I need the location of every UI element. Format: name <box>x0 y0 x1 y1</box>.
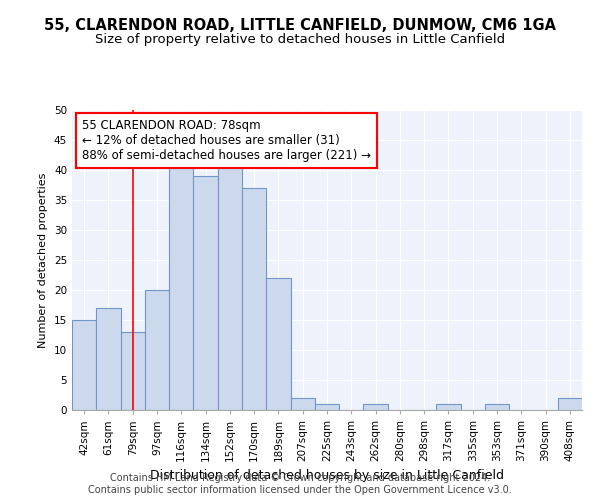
Bar <box>218 158 242 410</box>
Y-axis label: Number of detached properties: Number of detached properties <box>38 172 49 348</box>
Text: 55, CLARENDON ROAD, LITTLE CANFIELD, DUNMOW, CM6 1GA: 55, CLARENDON ROAD, LITTLE CANFIELD, DUN… <box>44 18 556 32</box>
Bar <box>266 278 290 410</box>
Bar <box>145 290 169 410</box>
Bar <box>485 404 509 410</box>
Bar <box>436 404 461 410</box>
Text: 55 CLARENDON ROAD: 78sqm
← 12% of detached houses are smaller (31)
88% of semi-d: 55 CLARENDON ROAD: 78sqm ← 12% of detach… <box>82 119 371 162</box>
Bar <box>193 176 218 410</box>
Bar <box>96 308 121 410</box>
Bar <box>315 404 339 410</box>
Bar <box>364 404 388 410</box>
Bar <box>558 398 582 410</box>
Bar <box>72 320 96 410</box>
Bar <box>121 332 145 410</box>
Bar <box>290 398 315 410</box>
Bar <box>169 164 193 410</box>
Bar <box>242 188 266 410</box>
Text: Contains HM Land Registry data © Crown copyright and database right 2024.
Contai: Contains HM Land Registry data © Crown c… <box>88 474 512 495</box>
X-axis label: Distribution of detached houses by size in Little Canfield: Distribution of detached houses by size … <box>150 470 504 482</box>
Text: Size of property relative to detached houses in Little Canfield: Size of property relative to detached ho… <box>95 32 505 46</box>
